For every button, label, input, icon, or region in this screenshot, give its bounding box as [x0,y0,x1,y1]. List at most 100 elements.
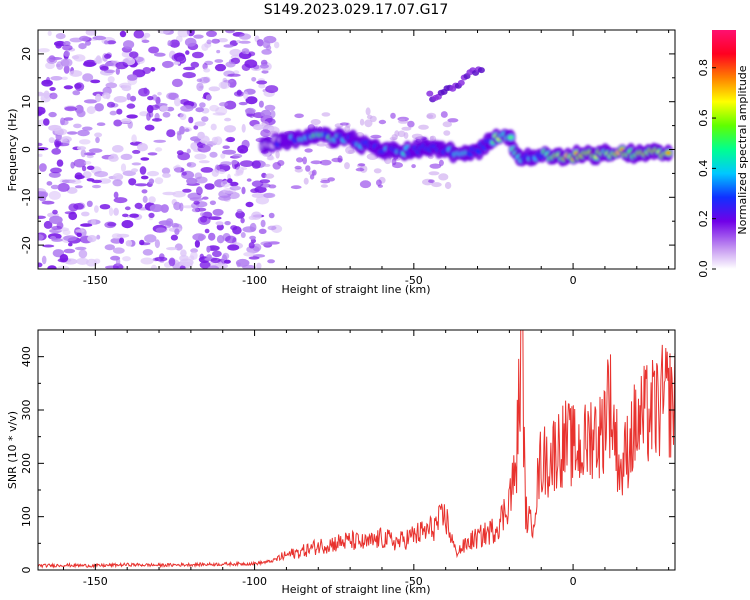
spectrogram-noise-cell [155,227,167,233]
spectrogram-noise-cell [68,211,78,221]
spectrogram-noise-cell [179,113,187,121]
spectrogram-noise-cell [79,139,91,145]
spectrogram-noise-cell [94,103,104,112]
spectrogram-noise-cell [204,183,215,190]
spectrogram-noise-cell [74,83,82,89]
spectrogram-noise-cell [193,34,204,39]
spectrogram-noise-cell [210,123,217,131]
spectrogram-noise-cell [147,96,154,101]
spectrogram-noise-cell [401,126,412,131]
spectrogram-noise-cell [224,221,231,226]
spectrogram-noise-cell [275,150,280,159]
spectrogram-noise-cell [261,70,269,74]
spectrogram-noise-cell [195,107,204,113]
spectrogram-noise-cell [38,262,43,268]
spectrogram-noise-cell [174,228,180,235]
spectrogram-noise-cell [241,48,250,55]
spectrogram-noise-cell [157,91,162,96]
spectrogram-noise-cell [113,191,119,199]
spectrogram-noise-cell [251,77,257,82]
spectrogram-noise-cell [63,117,74,121]
spectrogram-noise-cell [355,167,365,172]
spectrogram-noise-cell [227,178,233,184]
spectrogram-noise-cell [76,232,82,238]
spectrogram-noise-cell [229,48,242,57]
y-tick-label: 10 [20,95,33,109]
spectrogram-noise-cell [161,167,171,175]
spectrogram-noise-cell [229,185,241,191]
spectrogram-noise-cell [370,134,382,139]
spectrogram-noise-cell [119,30,127,38]
spectrogram-noise-cell [364,119,373,128]
spectrogram-noise-cell [232,153,243,159]
spectrogram-noise-cell [122,256,131,262]
spectrogram-noise-cell [200,167,214,173]
spectrogram-noise-cell [95,93,102,102]
spectrogram-noise-cell [224,100,237,110]
spectrogram-noise-cell [321,112,331,117]
spectrogram-noise-cell [63,65,70,74]
spectrogram-noise-cell [107,76,115,83]
spectrogram-noise-cell [358,163,366,167]
colorbar-tick-label: 0.0 [697,260,710,278]
spectrogram-noise-cell [398,118,406,122]
x-tick-label: 0 [570,274,577,287]
spectrogram-noise-cell [40,94,51,103]
spectrogram-noise-cell [94,205,99,213]
spectrogram-noise-cell [438,173,449,181]
y-tick-label: -20 [20,236,33,254]
spectrogram-noise-cell [154,177,164,185]
spectrogram-noise-cell [116,233,130,238]
spectrogram-noise-cell [42,244,55,248]
spectrogram-noise-cell [199,102,206,108]
spectrogram-noise-cell [128,178,137,186]
spectrogram-noise-cell [82,126,93,131]
spectrogram-noise-cell [225,30,235,34]
spectrogram-noise-cell [252,243,262,252]
spectrogram-noise-cell [378,119,387,125]
spectrogram-noise-cell [129,213,140,218]
spectrogram-noise-cell [51,148,62,155]
snr-axes: -150 -100 -50 0 0 100 200 300 400 [20,329,675,588]
spectrogram-noise-cell [263,163,271,167]
spectrogram-noise-cell [153,52,166,57]
spectrogram-noise-cell [57,182,70,192]
spectrogram-ridge-peak [508,136,514,139]
spectrogram-noise-cell [227,244,240,251]
spectrogram-noise-cell [75,229,85,233]
spectrogram-noise-cell [78,249,88,259]
spectrogram-noise-cell [397,130,406,138]
spectrogram-noise-cell [63,235,77,242]
x-tick-label: -50 [405,274,423,287]
spectrogram-noise-cell [190,248,199,253]
spectrogram-noise-cell [121,85,132,92]
spectrogram-noise-cell [418,124,429,130]
spectrogram-noise-cell [373,168,382,174]
spectrogram-noise-cell [264,104,276,111]
spectrogram-noise-cell [40,191,49,198]
spectrogram-noise-cell [316,143,327,147]
spectrogram-noise-cell [203,68,211,73]
spectrogram-noise-cell [61,76,68,81]
spectrogram-noise-cell [249,235,256,240]
spectrogram-noise-cell [96,122,106,126]
colorbar-tick-label: 0.8 [697,59,710,77]
spectrogram-noise-cell [157,30,171,34]
spectrogram-noise-cell [106,40,117,45]
spectrogram-noise-cell [113,96,128,103]
spectrogram-noise-cell [119,237,125,244]
spectrogram-noise-cell [264,173,275,179]
spectrogram-noise-cell [150,264,158,269]
spectrogram-noise-cell [63,50,70,57]
spectrogram-noise-cell [193,200,200,205]
spectrogram-noise-cell [94,171,109,178]
spectrogram-noise-cell [431,182,442,188]
spectrogram-noise-cell [166,129,176,138]
spectrogram-noise-cell [266,156,275,161]
spectrogram-noise-cell [327,177,336,182]
colorbar-tick-label: 0.6 [697,109,710,127]
spectrogram-noise-cell [227,73,241,77]
spectrogram-noise-cell [394,130,400,137]
spectrogram-noise-cell [211,136,219,144]
spectrogram-noise-cell [126,93,131,101]
